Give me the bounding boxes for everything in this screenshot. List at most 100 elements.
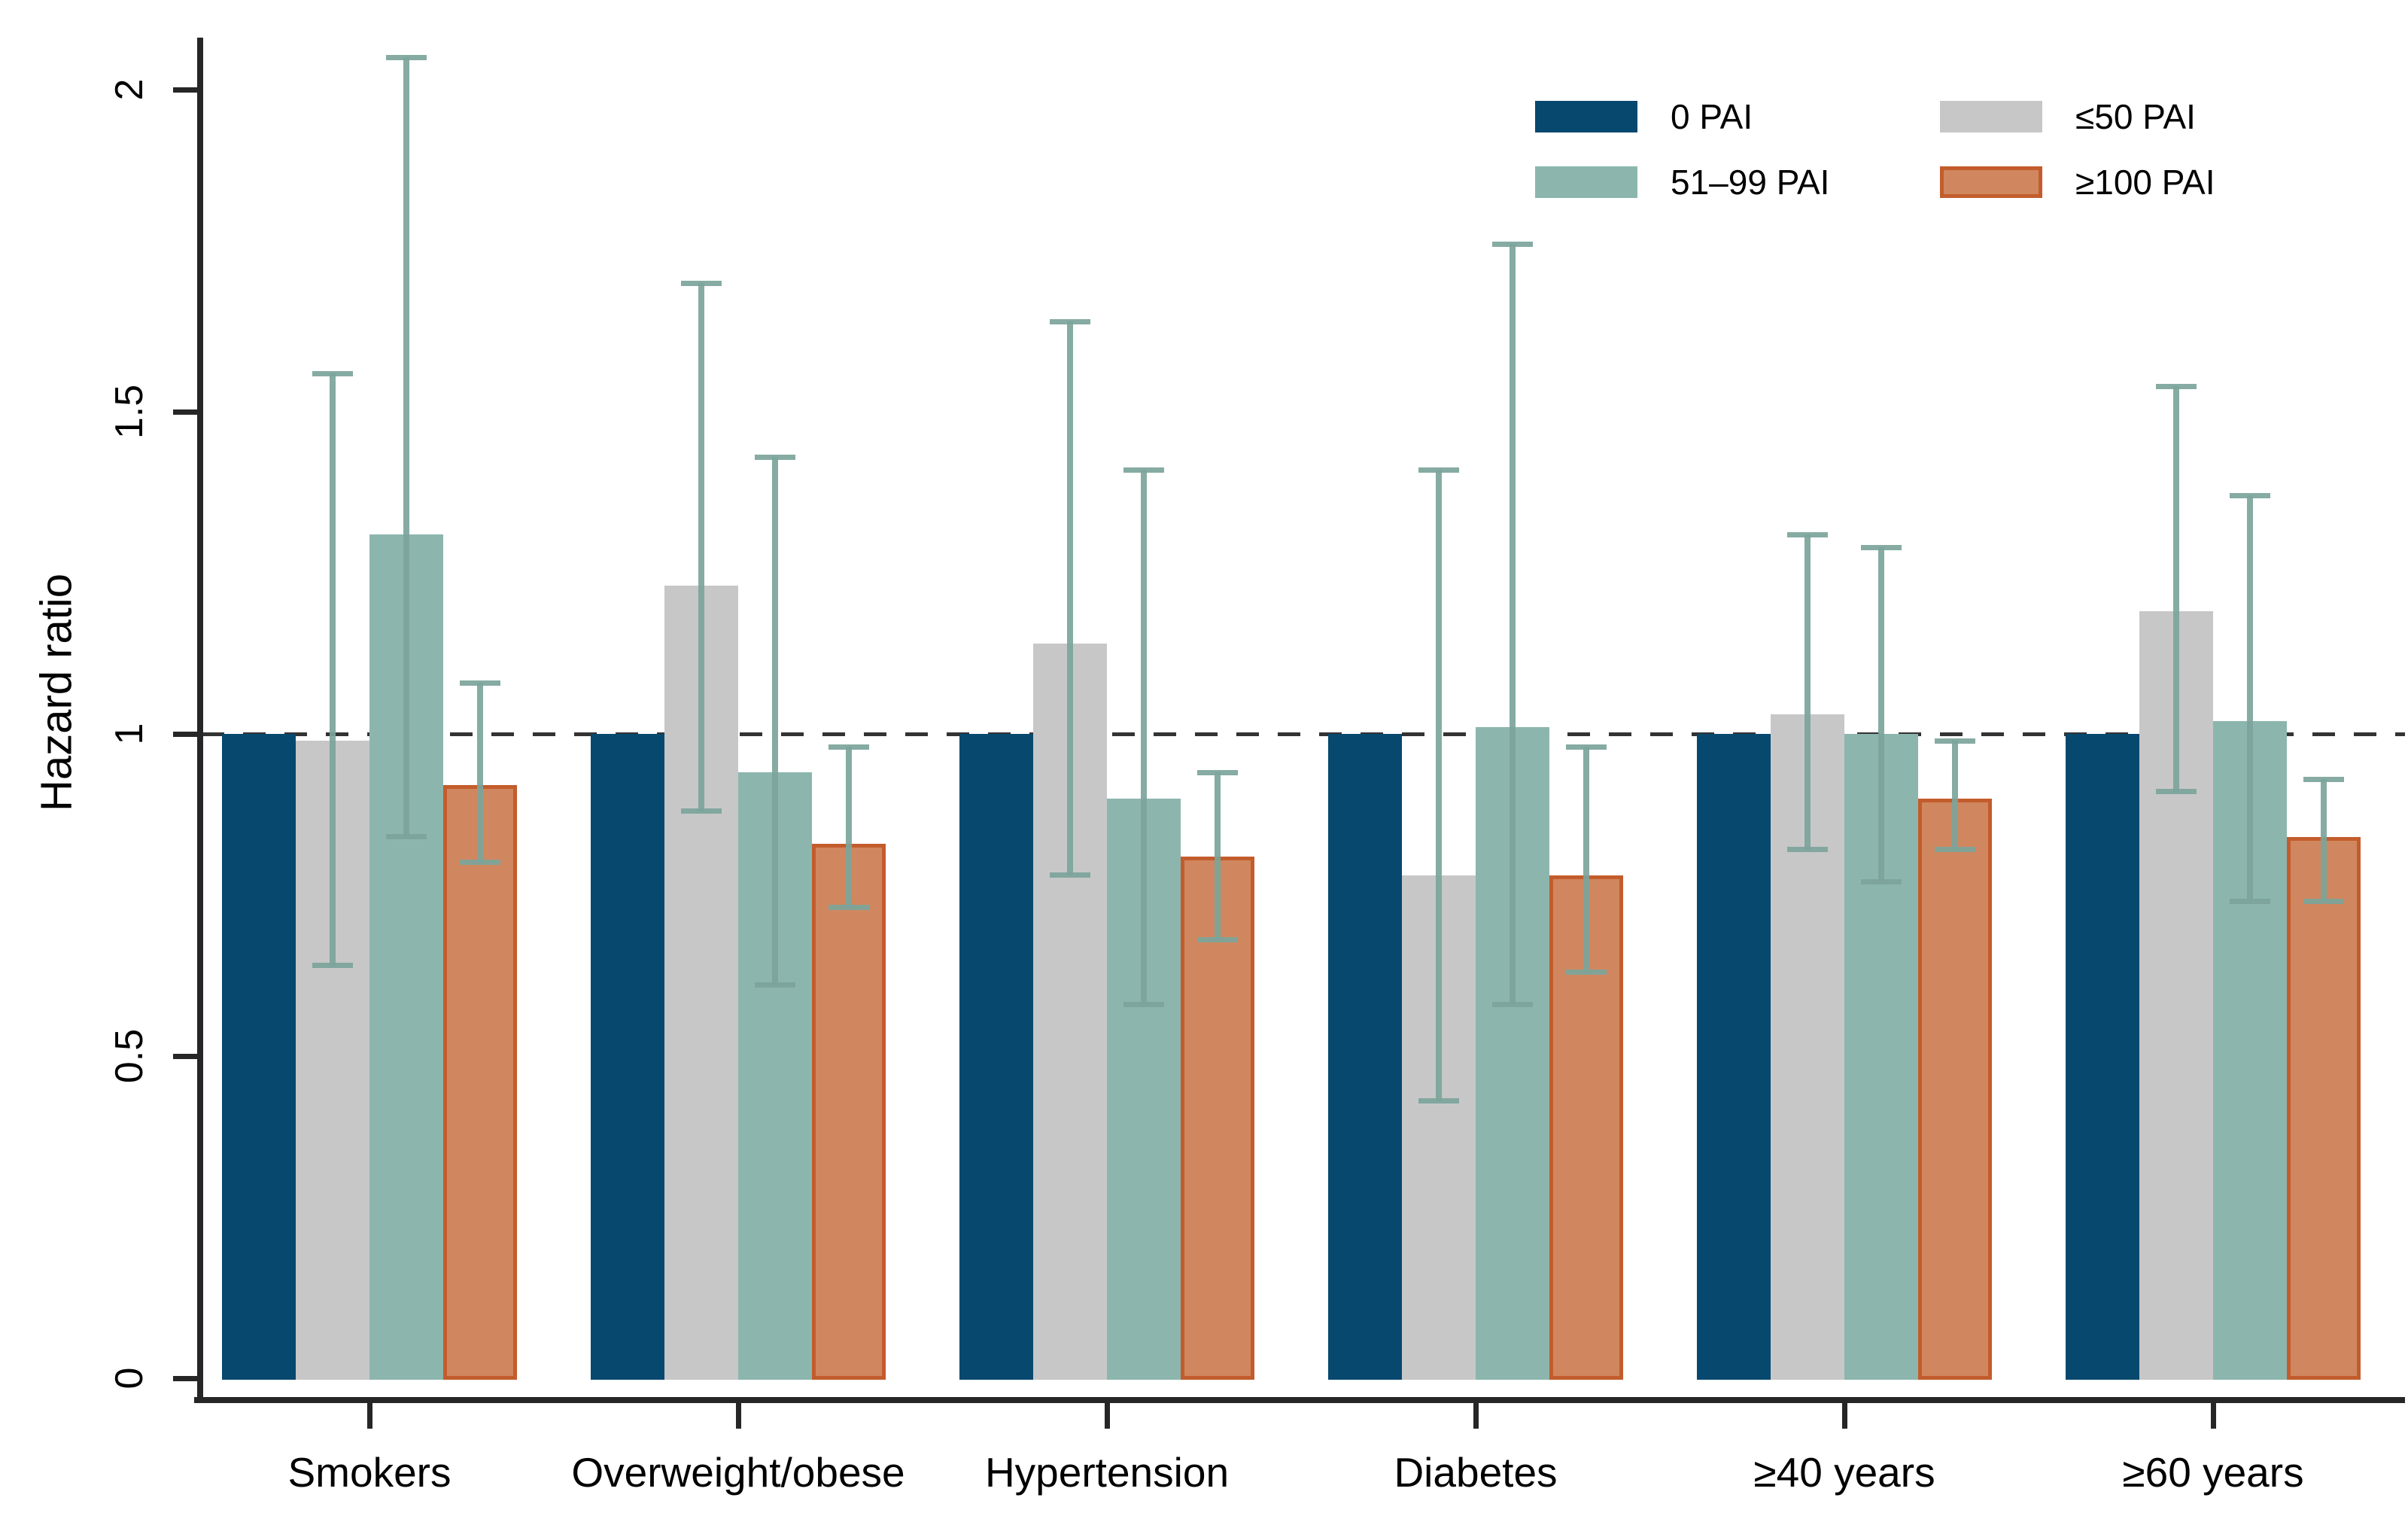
error-bar-cap-top [1787, 531, 1828, 537]
x-axis-category-label: Hypertension [984, 1449, 1230, 1496]
error-bar-stem [403, 57, 409, 837]
error-bar-cap-bottom [1861, 878, 1902, 884]
legend-label: 51–99 PAI [1671, 163, 1830, 202]
x-axis-category-label: ≥60 years [2122, 1449, 2304, 1496]
bar-0-group-5 [2066, 734, 2139, 1380]
error-bar-cap-top [681, 280, 722, 286]
error-bar-stem [1952, 740, 1958, 851]
error-bar-cap-bottom [1418, 1097, 1459, 1103]
x-axis-tick [1842, 1403, 1847, 1429]
error-bar-cap-top [386, 55, 427, 61]
bar-3-group-4 [1918, 798, 1992, 1380]
error-bar-stem [698, 282, 704, 811]
error-bar-cap-bottom [681, 808, 722, 814]
error-bar-stem [2247, 495, 2253, 902]
error-bar-stem [330, 373, 336, 966]
error-bar-cap-bottom [829, 905, 869, 911]
bar-0-group-1 [591, 734, 664, 1380]
y-axis-line [197, 38, 203, 1403]
bar-3-group-5 [2287, 836, 2361, 1380]
x-axis-tick [1105, 1403, 1110, 1429]
x-axis-category-label: Diabetes [1394, 1449, 1558, 1496]
error-bar-cap-top [2156, 383, 2197, 389]
error-bar-cap-bottom [2303, 898, 2344, 904]
error-bar-cap-top [829, 744, 869, 750]
error-bar-cap-top [2230, 493, 2270, 499]
error-bar-cap-bottom [2156, 789, 2197, 795]
legend-swatch [1535, 166, 1637, 198]
x-axis-tick [367, 1403, 372, 1429]
bar-0-group-4 [1697, 734, 1771, 1380]
legend-label: 0 PAI [1671, 97, 1753, 136]
y-axis-tick [173, 1054, 197, 1059]
y-axis-tick [173, 1376, 197, 1381]
y-axis-tick-label: 1.5 [108, 384, 151, 440]
y-axis-tick-label: 0.5 [108, 1028, 151, 1084]
x-axis-category-label: ≥40 years [1753, 1449, 1935, 1496]
error-bar-cap-top [312, 370, 353, 376]
y-axis-tick [173, 732, 197, 737]
bar-0-group-0 [222, 734, 296, 1380]
x-axis-line [194, 1397, 2405, 1403]
error-bar-cap-top [1050, 319, 1090, 325]
error-bar-stem [772, 456, 778, 985]
y-axis-tick-label: 1 [108, 723, 151, 745]
error-bar-cap-bottom [1566, 969, 1607, 975]
y-axis-tick [173, 409, 197, 415]
error-bar-cap-bottom [1123, 1001, 1164, 1007]
error-bar-stem [1510, 244, 1516, 1005]
y-axis-tick [173, 87, 197, 93]
error-bar-cap-top [1861, 544, 1902, 550]
error-bar-cap-top [755, 454, 795, 460]
error-bar-cap-top [1935, 738, 1975, 744]
error-bar-cap-bottom [1787, 847, 1828, 853]
y-axis-tick-label: 2 [108, 78, 151, 101]
error-bar-cap-bottom [1492, 1001, 1533, 1007]
error-bar-stem [1215, 772, 1221, 940]
legend-label: ≤50 PAI [2075, 97, 2196, 136]
error-bar-cap-top [1418, 467, 1459, 473]
error-bar-cap-top [1197, 770, 1238, 776]
error-bar-cap-bottom [386, 833, 427, 839]
error-bar-cap-top [460, 680, 500, 686]
x-axis-category-label: Overweight/obese [571, 1449, 905, 1496]
error-bar-cap-bottom [1935, 847, 1975, 853]
error-bar-cap-bottom [1050, 872, 1090, 878]
bar-0-group-2 [959, 734, 1033, 1380]
error-bar-stem [1436, 470, 1442, 1101]
error-bar-cap-bottom [312, 963, 353, 969]
x-axis-category-label: Smokers [287, 1449, 451, 1496]
y-axis-title: Hazard ratio [32, 574, 81, 811]
error-bar-stem [846, 747, 852, 909]
error-bar-cap-bottom [460, 860, 500, 866]
error-bar-stem [1141, 470, 1147, 1005]
error-bar-cap-top [1492, 242, 1533, 248]
error-bar-stem [2173, 385, 2179, 793]
error-bar-cap-top [2303, 776, 2344, 782]
x-axis-tick [736, 1403, 741, 1429]
error-bar-stem [2321, 778, 2327, 902]
legend-swatch [1940, 166, 2042, 198]
error-bar-cap-top [1123, 467, 1164, 473]
error-bar-stem [477, 682, 483, 863]
x-axis-tick [1473, 1403, 1479, 1429]
error-bar-stem [1804, 534, 1811, 851]
error-bar-cap-bottom [755, 982, 795, 988]
error-bar-stem [1067, 321, 1073, 876]
error-bar-stem [1878, 546, 1884, 882]
legend-swatch [1940, 101, 2042, 132]
error-bar-cap-bottom [2230, 898, 2270, 904]
legend-label: ≥100 PAI [2075, 163, 2215, 202]
x-axis-tick [2211, 1403, 2216, 1429]
legend-swatch [1535, 101, 1637, 132]
y-axis-tick-label: 0 [108, 1367, 151, 1390]
reference-line [202, 732, 2405, 736]
error-bar-cap-bottom [1197, 936, 1238, 942]
bar-3-group-0 [443, 785, 517, 1380]
error-bar-stem [1583, 747, 1589, 973]
error-bar-cap-top [1566, 744, 1607, 750]
bar-3-group-2 [1181, 856, 1254, 1380]
bar-0-group-3 [1328, 734, 1402, 1380]
bar-3-group-1 [812, 843, 886, 1380]
